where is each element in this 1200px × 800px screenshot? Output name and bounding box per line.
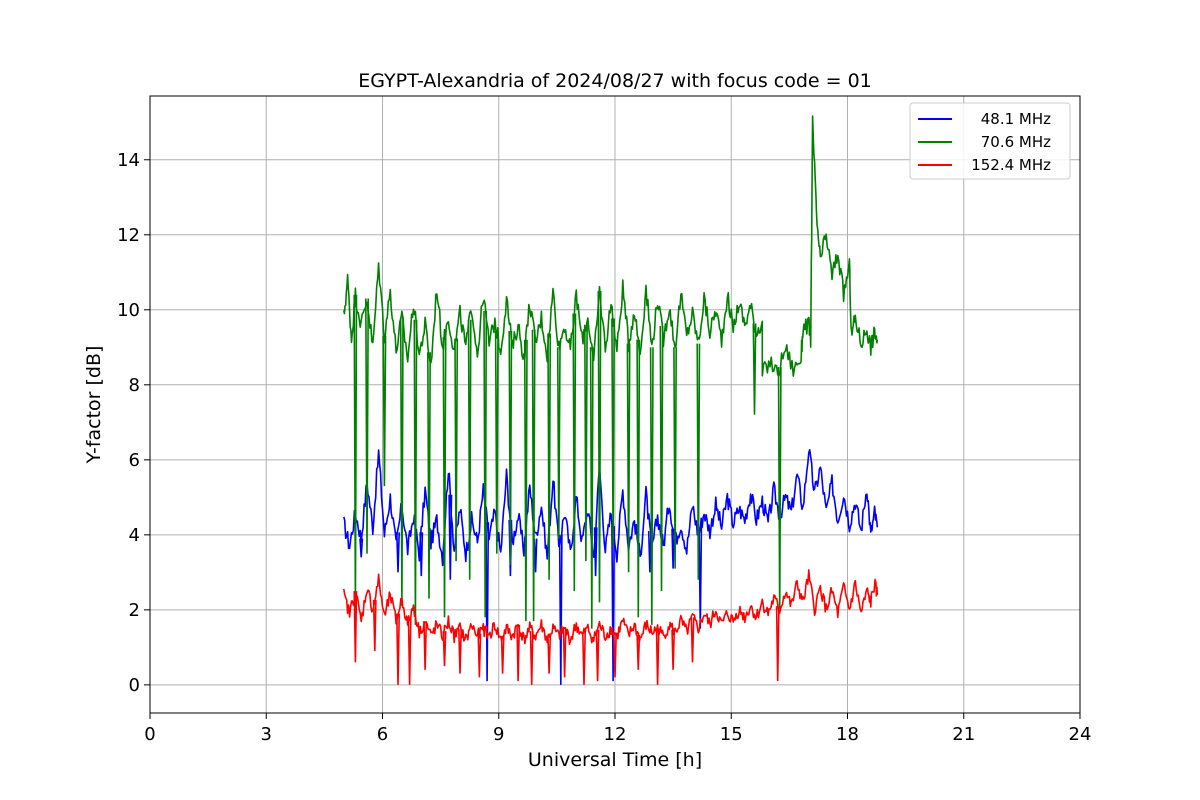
series-dip-2 — [500, 636, 505, 674]
series-dip-1 — [626, 343, 631, 573]
series-dip-1 — [589, 347, 594, 629]
series-dip-2 — [562, 628, 567, 678]
series-dip-1 — [442, 337, 447, 618]
y-tick-label: 0 — [129, 675, 140, 696]
series-dip-1 — [427, 352, 431, 599]
series-dip-1 — [649, 347, 654, 625]
series-dip-2 — [613, 633, 617, 678]
x-tick-label: 9 — [493, 724, 504, 745]
series-dip-2 — [529, 631, 534, 685]
series-line-2 — [343, 569, 879, 646]
y-tick-label: 12 — [117, 225, 140, 246]
series-dip-2 — [407, 618, 412, 685]
series-dip-1 — [508, 330, 513, 565]
x-tick-label: 24 — [1069, 724, 1092, 745]
x-tick-label: 3 — [261, 724, 272, 745]
series-dip-0 — [485, 522, 490, 682]
y-tick-label: 14 — [117, 150, 140, 171]
series-dip-0 — [671, 528, 676, 569]
legend: 48.1 MHz 70.6 MHz 152.4 MHz — [909, 102, 1071, 180]
y-tick-label: 8 — [129, 375, 140, 396]
series-dip-2 — [582, 633, 586, 685]
series-dip-1 — [584, 324, 588, 562]
series-dip-1 — [752, 323, 757, 415]
series-dip-2 — [372, 599, 377, 652]
x-tick-label: 12 — [604, 724, 627, 745]
series-dip-2 — [655, 628, 660, 685]
legend-label: 48.1 MHz — [981, 110, 1051, 128]
series-dip-0 — [647, 531, 652, 573]
series-dip-0 — [611, 526, 615, 682]
series-dip-1 — [696, 343, 701, 580]
series-dip-0 — [419, 532, 424, 577]
series-dip-0 — [593, 527, 598, 577]
series-dip-1 — [483, 310, 488, 618]
series-dip-1 — [531, 329, 536, 622]
y-tick-label: 6 — [129, 450, 140, 471]
series-line-1 — [343, 115, 879, 377]
y-tick-label: 4 — [129, 525, 140, 546]
series-dip-0 — [448, 494, 453, 580]
x-axis-title: Universal Time [h] — [528, 749, 702, 771]
series-dip-0 — [698, 527, 703, 629]
series-dip-2 — [690, 617, 695, 663]
series-dip-0 — [558, 534, 563, 685]
series-dip-1 — [467, 319, 472, 580]
series-dip-1 — [523, 339, 528, 622]
series-dip-2 — [547, 636, 552, 674]
legend-label: 70.6 MHz — [981, 133, 1051, 151]
series-dip-2 — [671, 629, 676, 670]
legend-box — [909, 102, 1071, 180]
series-dip-2 — [636, 634, 641, 670]
series-dip-2 — [423, 621, 428, 670]
series-dip-1 — [454, 338, 459, 562]
x-tick-label: 18 — [836, 724, 859, 745]
series-dip-2 — [595, 629, 600, 682]
series-dip-1 — [382, 335, 387, 487]
series-dip-2 — [516, 624, 521, 682]
x-tick-label: 0 — [144, 724, 155, 745]
series-dip-1 — [673, 347, 677, 569]
series-dip-2 — [477, 633, 482, 678]
series-dip-1 — [556, 347, 561, 539]
series-dip-0 — [533, 538, 538, 573]
series-dip-1 — [547, 333, 552, 580]
series-dip-2 — [775, 606, 780, 682]
series-dip-1 — [494, 330, 499, 554]
series-dip-1 — [659, 325, 664, 592]
y-tick-label: 10 — [117, 300, 140, 321]
x-tick-label: 6 — [377, 724, 388, 745]
series-dip-1 — [353, 294, 358, 610]
chart-title: EGYPT-Alexandria of 2024/08/27 with focu… — [358, 70, 872, 92]
series-dip-1 — [572, 313, 577, 592]
series-dip-2 — [442, 631, 447, 667]
series-dip-1 — [611, 318, 615, 547]
x-tick-label: 21 — [952, 724, 975, 745]
series-dip-2 — [396, 613, 400, 685]
legend-label: 152.4 MHz — [971, 156, 1051, 174]
series-dip-2 — [353, 591, 358, 663]
series-dip-1 — [413, 319, 418, 625]
series-dip-1 — [636, 339, 641, 618]
series-dip-1 — [365, 298, 369, 554]
x-tick-label: 15 — [720, 724, 743, 745]
series-layer — [343, 115, 879, 685]
y-tick-label: 2 — [129, 600, 140, 621]
series-dip-1 — [597, 290, 602, 603]
y-axis-title: Y-factor [dB] — [83, 346, 105, 465]
series-dip-2 — [458, 628, 462, 674]
series-dip-0 — [396, 532, 400, 573]
series-dip-0 — [359, 538, 364, 558]
